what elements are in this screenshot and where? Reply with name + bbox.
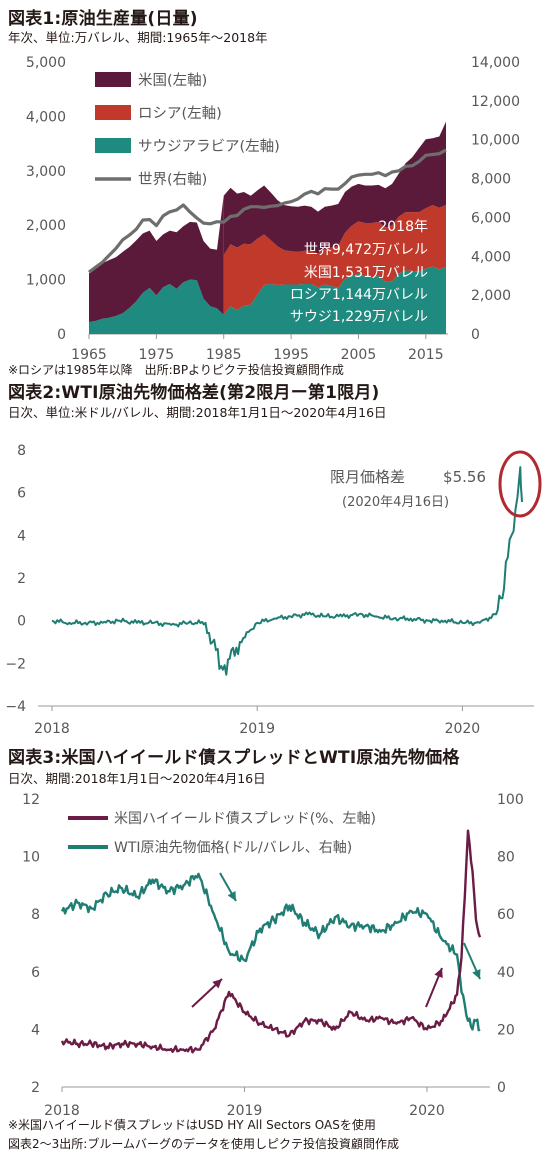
annotation-text: 2018年 [378, 219, 428, 235]
x-tick-label: 1975 [139, 347, 175, 363]
chart3-plot: 2 4 6 8 10 12 0 20 40 60 80 100 2018 2019 2020 米国ハイイールド… [22, 792, 524, 1119]
chart3-subtitle: 日次、期間:2018年1月1日〜2020年4月16日 [8, 771, 266, 786]
y-left-tick-label: 4 [31, 1022, 40, 1038]
arrow-spread-up-head [212, 979, 222, 989]
x-tick-label: 2020 [409, 1103, 445, 1119]
y-right-tick-label: 60 [497, 907, 515, 923]
x-tick-label: 2019 [227, 1103, 263, 1119]
legend-label: サウジアラビア(左軸) [138, 138, 280, 155]
arrow-wti-down-head [227, 890, 236, 901]
annotation-text: サウジ1,229万バレル [290, 309, 428, 325]
chart2-title: 図表2:WTI原油先物価格差(第2限月ー第1限月) [8, 383, 380, 403]
legend-swatch [95, 72, 131, 87]
annotation-label: 限月価格差 [330, 468, 405, 486]
y-tick-label: 4 [17, 528, 26, 544]
chart1-title: 図表1:原油生産量(日量) [8, 9, 198, 29]
chart3-note1: ※米国ハイイールド債スプレッドはUSD HY All Sectors OASを使… [8, 1118, 376, 1132]
chart3-note2: 図表2〜3出所:ブルームバーグのデータを使用しピクテ投信投資顧問作成 [8, 1137, 399, 1151]
legend-label: 米国(左軸) [138, 72, 207, 89]
x-tick-label: 2018 [34, 721, 70, 737]
y-right-tick-label: 14,000 [471, 55, 520, 71]
x-tick-label: 2018 [44, 1103, 80, 1119]
legend-label: WTI原油先物価格(ドル/バレル、右軸) [114, 840, 352, 856]
highlight-circle [498, 450, 542, 518]
x-tick-label: 2005 [341, 347, 377, 363]
chart1-subtitle: 年次、単位:万バレル、期間:1965年〜2018年 [8, 30, 268, 45]
legend-swatch [95, 138, 131, 153]
usa-area [89, 221, 217, 322]
x-tick-label: 2020 [445, 721, 481, 737]
y-tick-label: 8 [17, 443, 26, 459]
y-right-tick-label: 4,000 [471, 249, 511, 265]
annotation-date: (2020年4月16日) [342, 495, 449, 510]
arrow-wti-down-2020-head [472, 968, 481, 979]
world-line [88, 148, 447, 274]
arrow-spread-up-2020-head [434, 968, 443, 979]
legend-label: ロシア(左軸) [138, 105, 222, 122]
x-tick-label: 1985 [206, 347, 242, 363]
chart2-plot: −4 −2 0 2 4 6 8 2018 2019 2020 限月価格差 $5.56 (2020年4月1… [5, 443, 542, 737]
y-right-tick-label: 2,000 [471, 288, 511, 304]
annotation-value: $5.56 [443, 468, 486, 486]
wti-price-line [60, 872, 481, 1032]
y-left-tick-label: 3,000 [26, 164, 66, 180]
chart1-plot: 0 1,000 2,000 3,000 4,000 5,000 0 2,000 4,000 6,0… [26, 55, 520, 363]
y-right-tick-label: 0 [497, 1080, 506, 1096]
usa-area-bridge [216, 195, 224, 315]
y-tick-label: −4 [5, 699, 26, 715]
annotation-text: 世界9,472万バレル [304, 242, 428, 258]
chart3-title: 図表3:米国ハイイールド債スプレッドとWTI原油先物価格 [8, 748, 460, 768]
x-tick-label: 1995 [273, 347, 309, 363]
x-tick-label: 2015 [408, 347, 444, 363]
chart1-note: ※ロシアは1985年以降 出所:BPよりピクテ投信投資顧問作成 [8, 363, 344, 377]
legend-label: 米国ハイイールド債スプレッド(%、左軸) [114, 811, 376, 827]
y-left-tick-label: 12 [22, 792, 40, 808]
y-tick-label: 2 [17, 571, 26, 587]
y-left-tick-label: 1,000 [26, 273, 66, 289]
y-left-tick-label: 6 [31, 965, 40, 981]
russia-area [223, 204, 446, 315]
spread-diff-line [51, 466, 523, 676]
chart2-subtitle: 日次、単位:米ドル/バレル、期間:2018年1月1日〜2020年4月16日 [8, 405, 387, 420]
x-tick-label: 2019 [239, 721, 275, 737]
y-tick-label: 6 [17, 486, 26, 502]
y-left-tick-label: 2,000 [26, 218, 66, 234]
y-right-tick-label: 8,000 [471, 172, 511, 188]
y-tick-label: 0 [17, 614, 26, 630]
usa-area [223, 121, 446, 256]
x-tick-label: 1965 [71, 347, 107, 363]
annotation-text: ロシア1,144万バレル [290, 287, 428, 303]
y-right-tick-label: 20 [497, 1022, 515, 1038]
annotation-text: 米国1,531万バレル [304, 265, 428, 281]
y-left-tick-label: 10 [22, 850, 40, 866]
legend-swatch [95, 105, 131, 120]
y-right-tick-label: 40 [497, 965, 515, 981]
y-right-tick-label: 6,000 [471, 210, 511, 226]
y-left-tick-label: 4,000 [26, 109, 66, 125]
y-left-tick-label: 2 [31, 1080, 40, 1096]
y-right-tick-label: 80 [497, 850, 515, 866]
saudi-area [89, 266, 446, 334]
y-right-tick-label: 0 [471, 327, 480, 343]
y-left-tick-label: 8 [31, 907, 40, 923]
y-left-tick-label: 0 [57, 327, 66, 343]
legend-label: 世界(右軸) [138, 171, 207, 188]
y-right-tick-label: 12,000 [471, 94, 520, 110]
y-tick-label: −2 [5, 656, 26, 672]
hy-spread-line [60, 829, 482, 1054]
y-left-tick-label: 5,000 [26, 55, 66, 71]
y-right-tick-label: 10,000 [471, 133, 520, 149]
y-right-tick-label: 100 [497, 792, 524, 808]
